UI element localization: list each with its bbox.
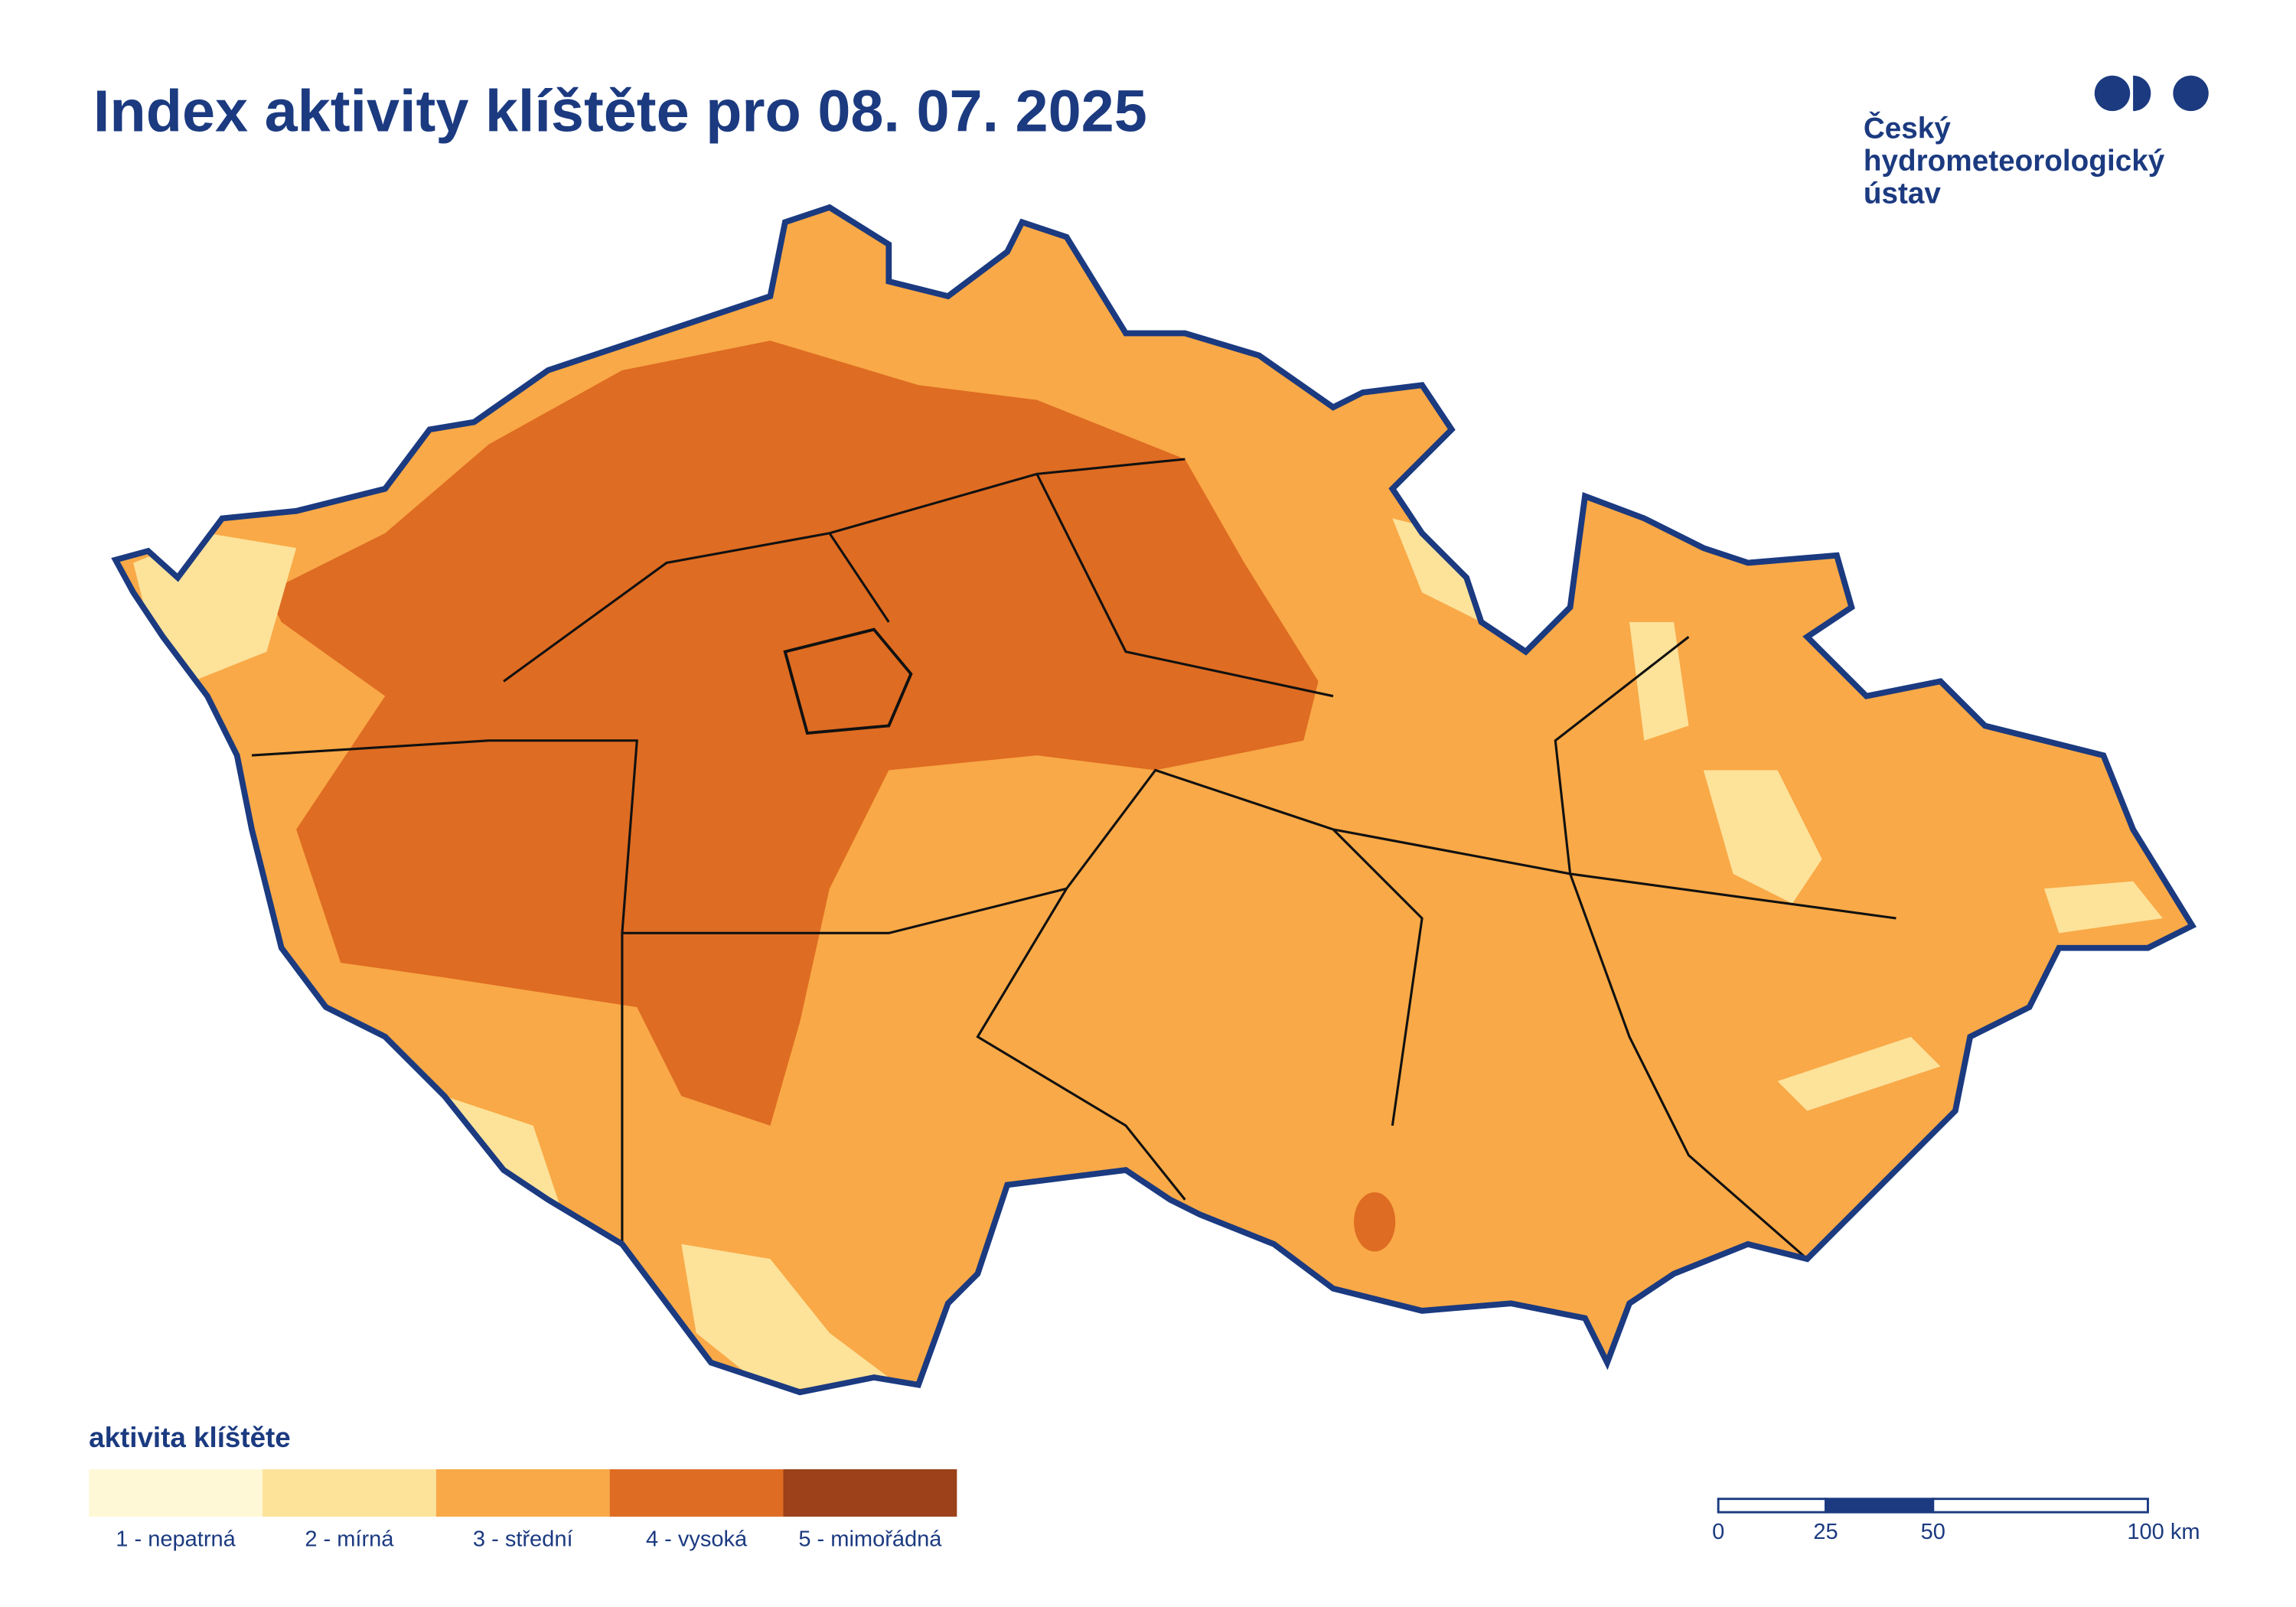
region-borders	[251, 458, 1896, 1260]
region-low	[1703, 770, 1822, 904]
legend-label: 4 - vysoká	[646, 1527, 748, 1552]
legend: aktivita klíštěte 1 - nepatrná 2 - mírná 3…	[89, 1422, 957, 1552]
scale-segment	[1932, 1498, 2149, 1514]
legend-swatch	[262, 1469, 436, 1517]
legend-swatch	[89, 1469, 263, 1517]
legend-swatch	[609, 1469, 784, 1517]
legend-swatch	[435, 1469, 610, 1517]
legend-swatch	[783, 1469, 957, 1517]
region-low	[1392, 518, 1482, 622]
prague-border	[783, 627, 913, 735]
legend-label: 5 - mimořádná	[798, 1527, 942, 1552]
region-low	[681, 1244, 889, 1393]
scale-bar: 0 25 50 100 km	[1712, 1498, 2200, 1544]
region-low	[1777, 1036, 1941, 1111]
region-low	[2043, 881, 2163, 934]
logo-half	[2133, 75, 2151, 112]
scale-segment	[1717, 1498, 1827, 1514]
legend-title: aktivita klíštěte	[89, 1422, 291, 1453]
legend-label: 2 - mírná	[305, 1527, 394, 1552]
logo-text: Český	[1864, 111, 1951, 145]
logo-text: ústav	[1864, 178, 1942, 210]
region-low	[444, 1096, 563, 1215]
logo: Český hydrometeorologický ústav	[1864, 75, 2209, 210]
logo-dot	[2173, 75, 2209, 112]
region-low	[1629, 621, 1689, 741]
scale-label: 0	[1712, 1520, 1724, 1544]
logo-text: hydrometeorologický	[1864, 145, 2165, 178]
region-high	[266, 341, 1319, 1126]
scale-label: 25	[1813, 1520, 1838, 1544]
scale-label: 50	[1921, 1520, 1945, 1544]
scale-segment	[1825, 1498, 1935, 1514]
title: Index aktivity klíštěte pro 08. 07. 2025	[93, 78, 1147, 144]
region-high	[1354, 1192, 1396, 1252]
scale-label: 100 km	[2127, 1520, 2200, 1544]
logo-dot	[2094, 75, 2131, 112]
legend-label: 3 - střední	[473, 1527, 573, 1552]
legend-label: 1 - nepatrná	[116, 1527, 236, 1552]
